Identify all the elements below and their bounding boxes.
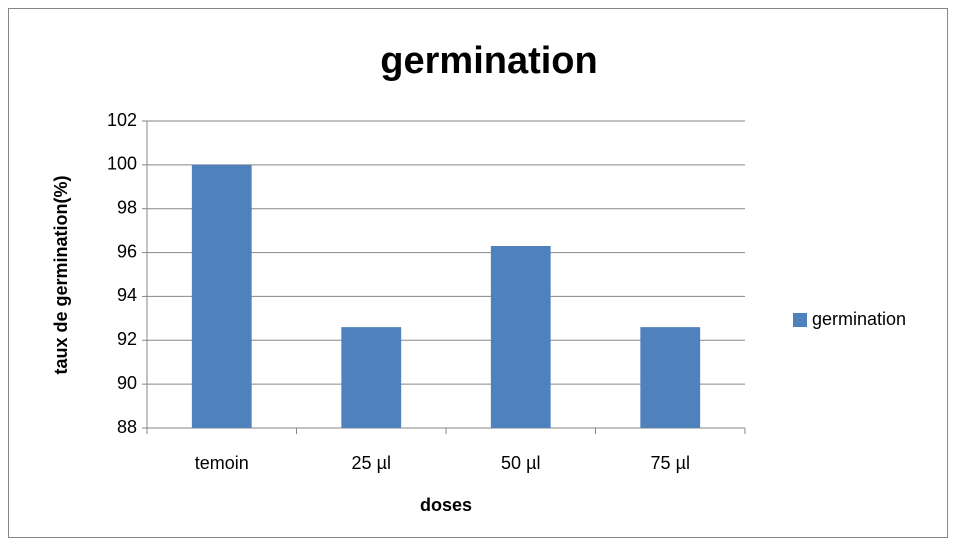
bar xyxy=(490,245,551,428)
y-axis-label: taux de germination(%) xyxy=(51,175,71,374)
bar xyxy=(640,327,701,428)
y-tick-label: 96 xyxy=(117,241,137,261)
x-axis-label: doses xyxy=(420,495,472,515)
y-tick-label: 92 xyxy=(117,329,137,349)
y-tick-label: 102 xyxy=(107,110,137,130)
chart-border xyxy=(8,8,948,538)
y-tick-label: 98 xyxy=(117,197,137,217)
x-tick-label: 50 µl xyxy=(501,453,540,473)
y-tick-label: 100 xyxy=(107,154,137,174)
bar xyxy=(191,164,252,428)
x-tick-label: 75 µl xyxy=(651,453,690,473)
bar xyxy=(341,327,402,428)
legend-label: germination xyxy=(812,309,906,329)
legend-swatch xyxy=(793,313,807,327)
y-tick-label: 94 xyxy=(117,285,137,305)
y-tick-label: 90 xyxy=(117,373,137,393)
x-tick-label: 25 µl xyxy=(352,453,391,473)
y-tick-label: 88 xyxy=(117,417,137,437)
x-tick-label: temoin xyxy=(195,453,249,473)
chart-title: germination xyxy=(380,40,597,82)
